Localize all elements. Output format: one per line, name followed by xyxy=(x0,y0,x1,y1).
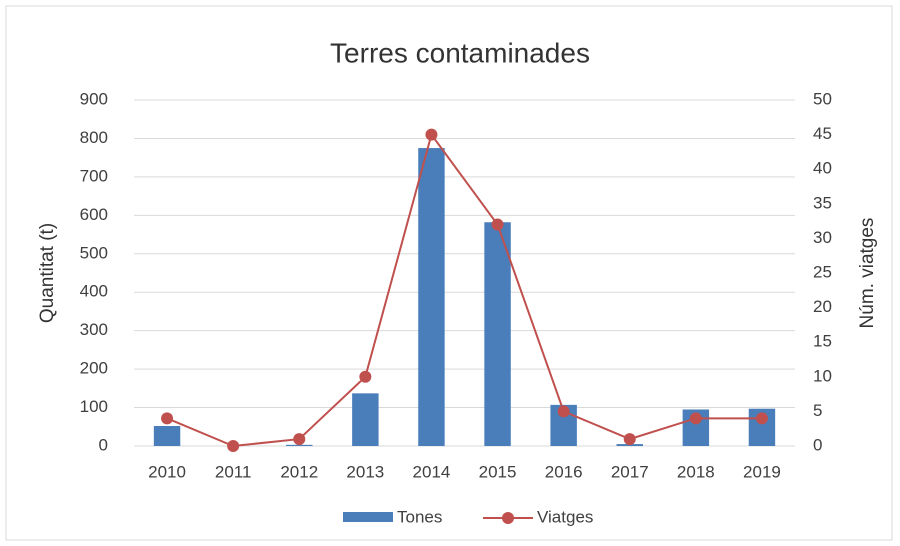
marker xyxy=(227,440,240,452)
y2-tick-label: 0 xyxy=(813,435,822,454)
x-tick-label: 2014 xyxy=(413,462,451,481)
x-tick-label: 2013 xyxy=(346,462,384,481)
y-axis-title: Quantitat (t) xyxy=(37,223,58,323)
y2-tick-label: 25 xyxy=(813,262,832,281)
y-tick-label: 500 xyxy=(80,243,108,262)
bar xyxy=(484,222,511,446)
y-tick-label: 700 xyxy=(80,166,108,185)
marker xyxy=(689,412,702,425)
y2-tick-label: 35 xyxy=(813,193,832,212)
x-tick-label: 2016 xyxy=(545,462,583,481)
y-tick-label: 600 xyxy=(80,205,108,224)
x-tick-label: 2011 xyxy=(215,462,252,481)
bar xyxy=(352,393,379,446)
x-tick-label: 2015 xyxy=(479,462,517,481)
y2-tick-label: 5 xyxy=(813,401,822,420)
y-tick-label: 0 xyxy=(99,435,108,454)
marker xyxy=(755,412,768,425)
marker xyxy=(425,128,438,141)
bar xyxy=(153,426,181,446)
marker xyxy=(161,412,174,425)
legend-marker xyxy=(502,512,514,524)
y2-tick-label: 50 xyxy=(813,89,832,108)
x-tick-label: 2017 xyxy=(611,462,649,481)
y2-tick-label: 15 xyxy=(813,332,832,351)
bar xyxy=(286,444,313,446)
y2-tick-label: 40 xyxy=(813,159,832,178)
y-tick-label: 400 xyxy=(80,282,108,301)
chart-border xyxy=(5,5,893,541)
line xyxy=(166,132,762,448)
y-tick-label: 200 xyxy=(80,359,108,378)
bar xyxy=(418,148,445,447)
legend-swatch xyxy=(343,512,393,522)
x-tick-label: 2019 xyxy=(743,462,781,481)
y-tick-label: 300 xyxy=(80,320,108,339)
y-tick-label: 900 xyxy=(80,89,108,108)
chart-title: Terres contaminades xyxy=(330,37,590,68)
marker xyxy=(491,218,504,231)
marker xyxy=(359,370,372,383)
y-tick-label: 100 xyxy=(80,397,108,416)
x-tick-label: 2012 xyxy=(280,462,318,481)
y2-axis-title: Núm. viatges xyxy=(857,218,878,329)
x-tick-label: 2018 xyxy=(677,462,715,481)
marker xyxy=(293,433,306,446)
y2-tick-label: 45 xyxy=(813,124,832,143)
y2-tick-label: 10 xyxy=(813,366,832,385)
marker xyxy=(557,405,570,418)
legend-label: Tones xyxy=(397,507,442,526)
y2-tick-label: 30 xyxy=(813,228,832,247)
legend-label: Viatges xyxy=(537,507,593,526)
y2-tick-label: 20 xyxy=(813,297,832,316)
x-tick-label: 2010 xyxy=(148,462,186,481)
y-tick-label: 800 xyxy=(80,128,108,147)
marker xyxy=(623,433,636,446)
